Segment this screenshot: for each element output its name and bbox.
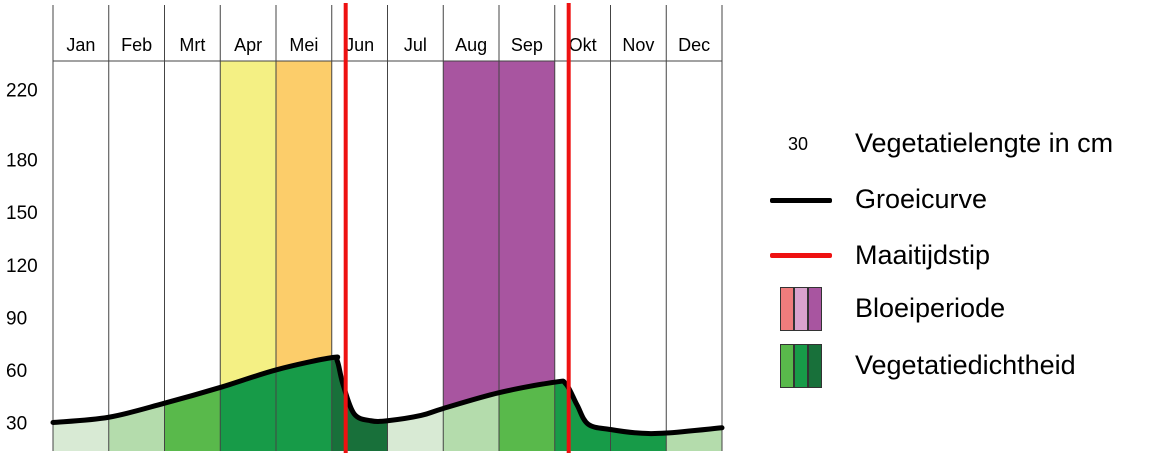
density-fill-apr bbox=[220, 369, 276, 451]
legend-growth-curve: Groeicurve bbox=[760, 176, 1160, 222]
month-label-jun: Jun bbox=[345, 35, 374, 55]
density-fill-sep bbox=[499, 382, 555, 451]
bloom-swatch-1 bbox=[780, 287, 794, 331]
month-label-aug: Aug bbox=[455, 35, 487, 55]
month-label-feb: Feb bbox=[121, 35, 152, 55]
density-fill-aug bbox=[443, 392, 499, 451]
month-label-mrt: Mrt bbox=[179, 35, 205, 55]
legend-mowing: Maaitijdstip bbox=[760, 232, 1160, 278]
legend-density-label: Vegetatiedichtheid bbox=[855, 350, 1076, 380]
legend-mowing-line bbox=[770, 253, 832, 258]
legend-vegetation-length: 30 Vegetatielengte in cm bbox=[760, 120, 1160, 166]
y-tick-120: 120 bbox=[6, 256, 38, 277]
legend-bloom: Bloeiperiode bbox=[760, 285, 1160, 331]
density-fill-mrt bbox=[164, 387, 221, 451]
growth-chart: Jan Feb Mrt Apr Mei Jun Jul Aug Sep Okt Nov Dec 30 60… bbox=[6, 3, 725, 453]
legend-growth-curve-label: Groeicurve bbox=[855, 184, 988, 214]
legend-vegetation-length-value: 30 bbox=[788, 134, 809, 154]
month-label-apr: Apr bbox=[234, 35, 262, 55]
month-label-nov: Nov bbox=[622, 35, 654, 55]
legend-growth-curve-line bbox=[770, 198, 832, 203]
bloom-swatch-3 bbox=[808, 287, 822, 331]
density-fill-mei bbox=[276, 357, 332, 451]
month-label-mei: Mei bbox=[289, 35, 318, 55]
y-tick-150: 150 bbox=[6, 203, 38, 224]
legend: 30 Vegetatielengte in cm Groeicurve Maai… bbox=[760, 120, 1160, 400]
month-label-okt: Okt bbox=[569, 35, 597, 55]
density-swatch-2 bbox=[794, 344, 808, 388]
month-label-dec: Dec bbox=[678, 35, 710, 55]
legend-density: Vegetatiedichtheid bbox=[760, 342, 1160, 388]
y-tick-90: 90 bbox=[6, 308, 27, 329]
density-swatch-1 bbox=[780, 344, 794, 388]
month-label-jan: Jan bbox=[66, 35, 95, 55]
month-label-sep: Sep bbox=[511, 35, 543, 55]
density-fill-jan bbox=[53, 417, 109, 451]
y-tick-180: 180 bbox=[6, 151, 38, 172]
growth-curve bbox=[50, 354, 725, 437]
month-label-jul: Jul bbox=[404, 35, 427, 55]
bloom-swatch-2 bbox=[794, 287, 808, 331]
legend-vegetation-length-label: Vegetatielengte in cm bbox=[855, 128, 1114, 158]
y-tick-220: 220 bbox=[6, 81, 38, 102]
legend-bloom-label: Bloeiperiode bbox=[855, 293, 1006, 323]
y-tick-30: 30 bbox=[6, 414, 27, 435]
legend-mowing-label: Maaitijdstip bbox=[855, 240, 991, 270]
y-tick-60: 60 bbox=[6, 361, 27, 382]
density-swatch-3 bbox=[808, 344, 822, 388]
